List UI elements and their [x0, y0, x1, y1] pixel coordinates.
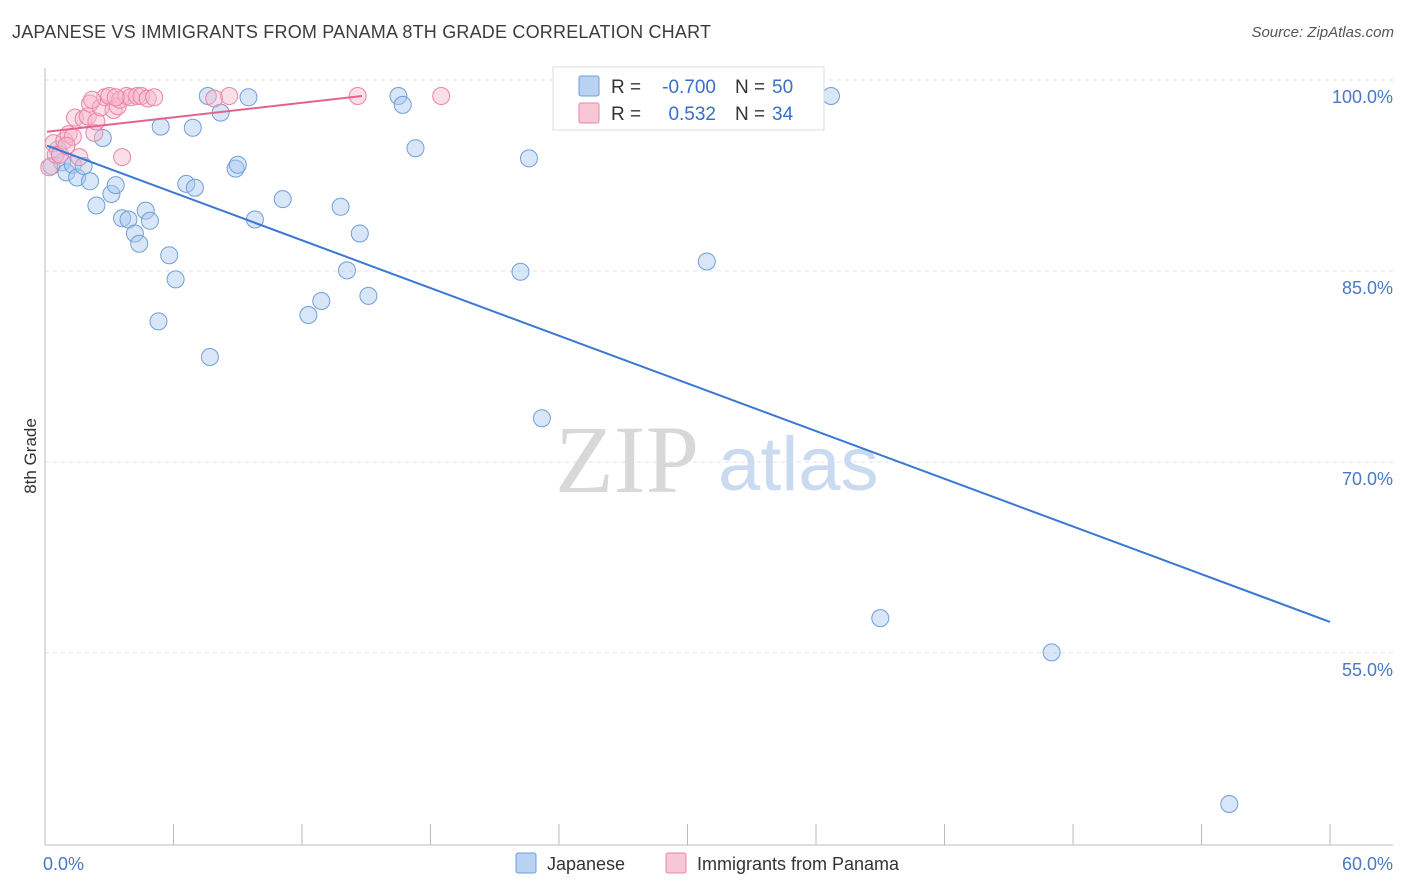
- source-label: Source: ZipAtlas.com: [1251, 24, 1394, 41]
- point-japanese: [140, 211, 159, 230]
- y-tick-label: 85.0%: [1342, 278, 1393, 298]
- legend-label-japanese: Japanese: [547, 854, 625, 874]
- point-panama: [85, 123, 104, 142]
- r-value: 0.532: [668, 104, 716, 125]
- r-label: R =: [611, 104, 641, 125]
- bottom-legend: Japanese Immigrants from Panama: [515, 852, 900, 874]
- chart-title: JAPANESE VS IMMIGRANTS FROM PANAMA 8TH G…: [12, 22, 712, 42]
- point-japanese: [183, 118, 202, 137]
- point-panama: [432, 87, 451, 105]
- point-japanese: [359, 286, 378, 305]
- point-japanese: [299, 306, 318, 324]
- point-japanese: [338, 261, 356, 280]
- point-japanese: [87, 196, 106, 215]
- point-japanese: [273, 190, 292, 209]
- legend-swatch-panama: [578, 102, 600, 124]
- point-japanese: [81, 172, 99, 191]
- point-japanese: [1220, 795, 1239, 813]
- point-japanese: [697, 252, 716, 271]
- point-japanese: [532, 409, 551, 428]
- point-panama: [106, 88, 125, 107]
- trend-line-panama: [46, 95, 363, 133]
- y-tick-label: 70.0%: [1342, 469, 1393, 489]
- stats-legend-row-japanese: R = -0.700 N = 50: [578, 75, 793, 98]
- point-japanese: [149, 312, 168, 331]
- legend-swatch-japanese: [515, 852, 537, 874]
- point-japanese: [228, 155, 247, 174]
- stats-legend-row-panama: R = 0.532 N = 34: [578, 102, 794, 125]
- point-japanese: [1042, 643, 1061, 662]
- point-panama: [220, 87, 239, 105]
- n-label: N =: [735, 77, 765, 98]
- point-panama: [83, 90, 102, 109]
- watermark-zip: ZIP: [555, 406, 699, 513]
- x-tick-label-max: 60.0%: [1342, 854, 1393, 874]
- point-japanese: [57, 163, 76, 182]
- point-japanese: [511, 262, 530, 281]
- point-japanese: [822, 87, 840, 105]
- point-japanese: [185, 178, 204, 197]
- point-panama: [145, 88, 164, 107]
- point-japanese: [93, 129, 112, 147]
- point-panama: [205, 89, 224, 108]
- point-japanese: [102, 185, 121, 203]
- legend-label-panama: Immigrants from Panama: [697, 854, 900, 874]
- axes: 100.0% 85.0% 70.0% 55.0% 0.0% 60.0%: [43, 68, 1393, 874]
- y-tick-label: 100.0%: [1332, 87, 1393, 107]
- trend-line-japanese: [46, 144, 1331, 623]
- point-japanese: [393, 95, 412, 114]
- legend-swatch-japanese: [578, 75, 600, 97]
- point-japanese: [200, 348, 219, 366]
- point-japanese: [151, 117, 170, 136]
- n-value: 50: [772, 77, 793, 98]
- point-japanese: [113, 209, 132, 228]
- y-tick-label: 55.0%: [1342, 660, 1393, 680]
- point-japanese: [389, 87, 408, 105]
- r-label: R =: [611, 77, 641, 98]
- point-japanese: [312, 292, 331, 310]
- point-panama: [57, 136, 76, 155]
- point-panama: [113, 148, 132, 167]
- point-japanese: [177, 174, 196, 193]
- n-label: N =: [735, 104, 765, 125]
- grid-lines: [45, 79, 1393, 654]
- point-japanese: [136, 201, 155, 220]
- watermark: ZIP atlas: [555, 406, 879, 513]
- n-value: 34: [772, 104, 794, 125]
- point-panama: [138, 89, 157, 108]
- stats-legend: R = -0.700 N = 50 R = 0.532 N = 34: [552, 66, 825, 131]
- r-value: -0.700: [662, 77, 716, 98]
- data-points: [40, 87, 1239, 813]
- point-japanese: [130, 234, 149, 253]
- point-japanese: [160, 246, 179, 265]
- trend-lines: [46, 95, 1331, 623]
- point-japanese: [106, 176, 125, 195]
- point-japanese: [350, 224, 369, 243]
- point-japanese: [166, 270, 185, 289]
- point-japanese: [406, 139, 425, 158]
- y-axis-title: 8th Grade: [21, 418, 40, 494]
- point-japanese: [871, 609, 890, 628]
- point-japanese: [239, 88, 258, 107]
- point-japanese: [520, 149, 538, 168]
- watermark-atlas: atlas: [718, 422, 879, 507]
- point-japanese: [125, 224, 144, 243]
- x-tick-label-min: 0.0%: [43, 854, 84, 874]
- point-japanese: [331, 197, 350, 216]
- legend-swatch-panama: [665, 852, 687, 874]
